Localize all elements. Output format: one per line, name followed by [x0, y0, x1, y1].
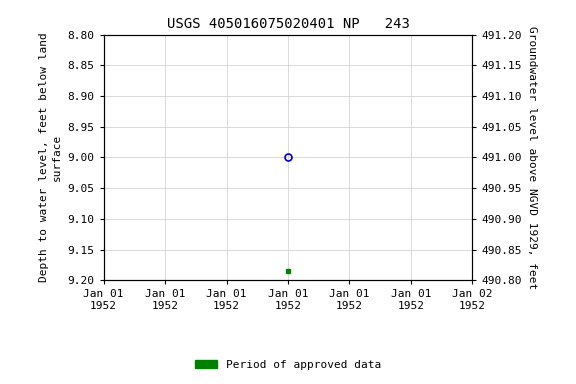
Title: USGS 405016075020401 NP   243: USGS 405016075020401 NP 243: [166, 17, 410, 31]
Legend: Period of approved data: Period of approved data: [191, 356, 385, 375]
Y-axis label: Depth to water level, feet below land
surface: Depth to water level, feet below land su…: [39, 33, 62, 282]
Y-axis label: Groundwater level above NGVD 1929, feet: Groundwater level above NGVD 1929, feet: [528, 26, 537, 289]
